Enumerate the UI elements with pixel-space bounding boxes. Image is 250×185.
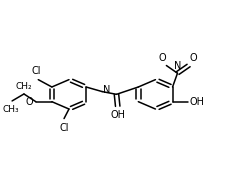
- Text: O: O: [25, 97, 33, 107]
- Text: OH: OH: [110, 110, 125, 120]
- Text: O: O: [158, 53, 166, 63]
- Text: O: O: [189, 53, 197, 63]
- Text: N: N: [104, 85, 111, 95]
- Text: Cl: Cl: [31, 66, 40, 76]
- Text: CH₂: CH₂: [15, 82, 32, 91]
- Text: N: N: [174, 61, 181, 71]
- Text: Cl: Cl: [59, 123, 69, 133]
- Text: OH: OH: [189, 97, 204, 107]
- Text: CH₃: CH₃: [2, 105, 19, 114]
